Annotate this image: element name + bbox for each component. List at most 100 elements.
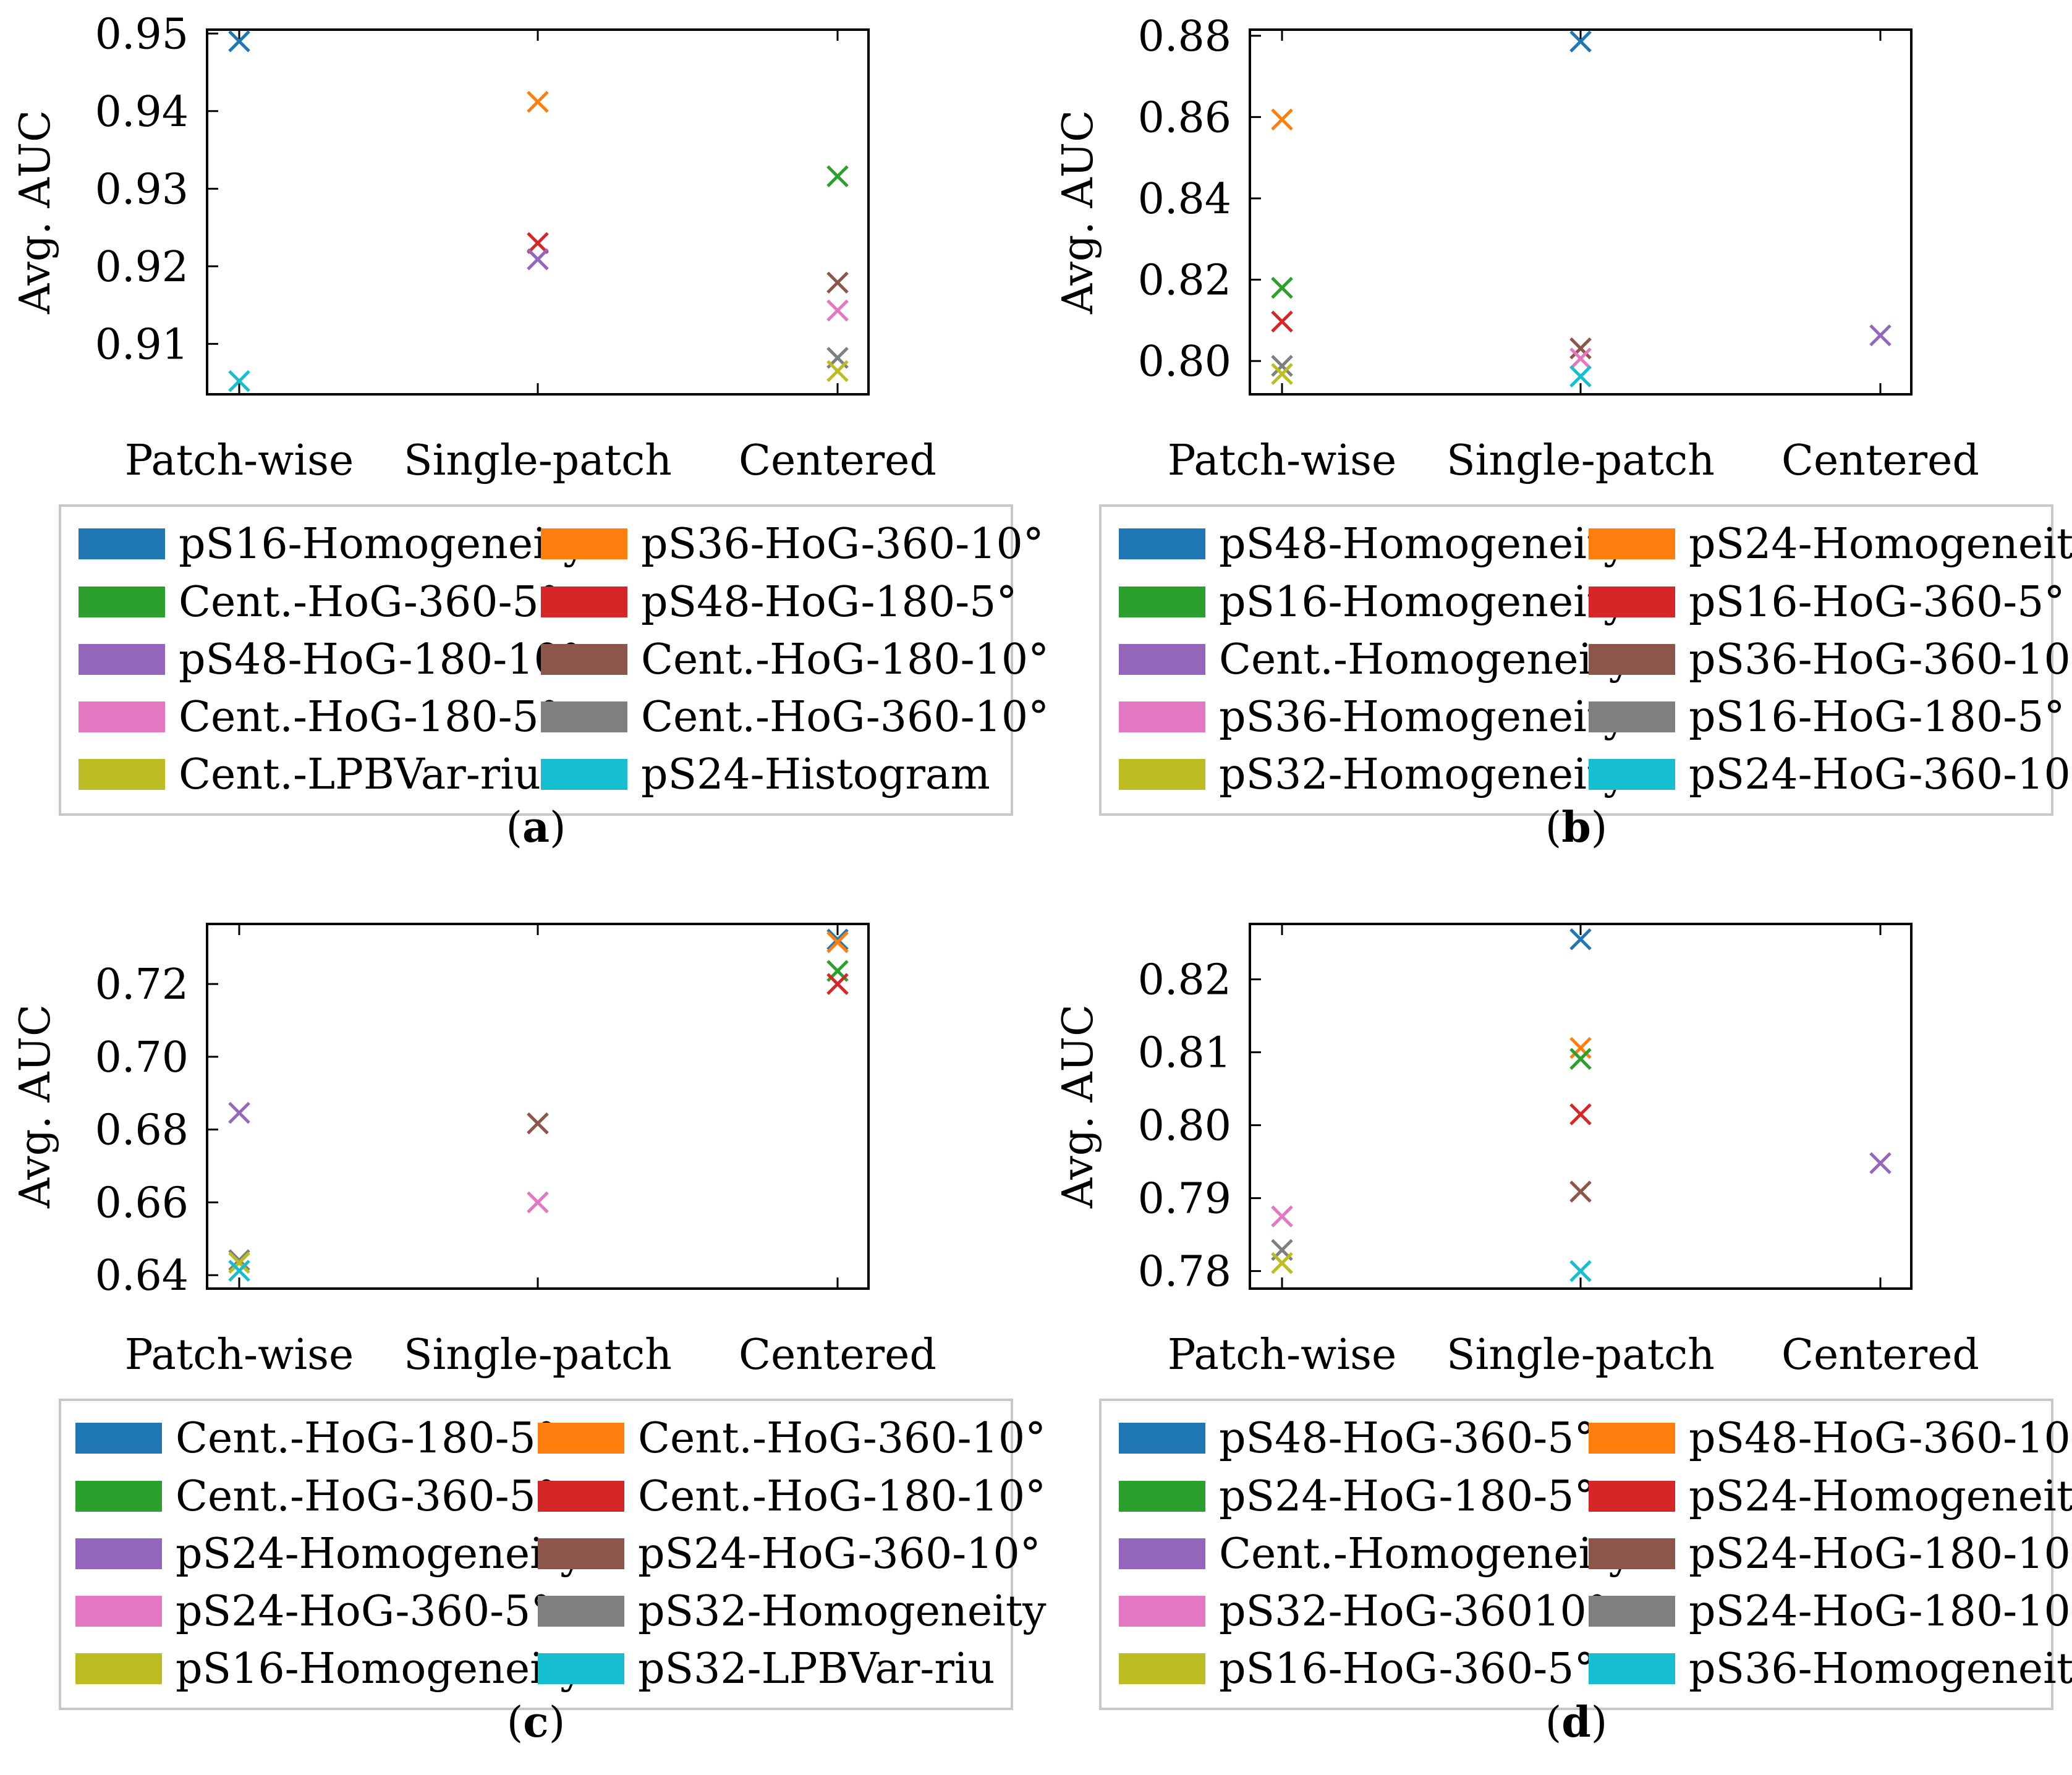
data-point <box>1271 1205 1293 1227</box>
data-point-stroke <box>1569 928 1592 951</box>
data-point-stroke <box>527 248 549 271</box>
legend-label: Cent.-Homogeneity <box>1219 635 1633 684</box>
data-point-stroke <box>228 1260 250 1282</box>
data-point-stroke <box>1271 1252 1293 1274</box>
legend-swatch <box>541 644 627 675</box>
legend-swatch <box>79 587 165 617</box>
data-point <box>228 370 250 392</box>
data-point <box>1569 30 1592 53</box>
legend-label: pS16-Homogeneity <box>176 1645 584 1693</box>
y-axis-label: Avg. AUC <box>11 1004 60 1209</box>
legend: pS48-HoG-360-5° pS48-HoG-360-10° pS24-HoG-… <box>1099 1399 2072 1710</box>
y-tick-label: 0.64 <box>95 1252 189 1300</box>
legend-label: pS24-HoG-180-10° <box>1689 1587 2072 1636</box>
data-point-stroke <box>527 232 549 254</box>
y-tick-label: 0.80 <box>1138 337 1231 386</box>
legend-swatch <box>1119 759 1205 790</box>
legend-label: pS16-Homogeneity <box>1219 578 1628 627</box>
legend-swatch <box>541 528 627 559</box>
legend-label: Cent.-HoG-360-5° <box>176 1472 557 1521</box>
legend-swatch <box>79 644 165 675</box>
panel-d: 0.78 0.79 0.80 0.81 0.82 Avg. AUC Patch-wise Si… <box>1054 923 2072 1747</box>
data-point <box>1869 1152 1892 1174</box>
legend-swatch <box>1119 644 1205 675</box>
legend-label: Cent.-HoG-180-10° <box>638 1472 1046 1521</box>
data-point <box>1569 1048 1592 1070</box>
y-tick-label: 0.95 <box>95 10 189 59</box>
legend-swatch <box>75 1538 162 1569</box>
legend-swatch <box>79 759 165 790</box>
legend-label: pS24-HoG-360-10° <box>1689 750 2072 799</box>
legend-swatch <box>1119 1653 1205 1684</box>
panel-caption: (b) <box>1545 803 1608 852</box>
y-tick-label: 0.86 <box>1138 93 1231 142</box>
legend-label: Cent.-LPBVar-riu <box>179 750 541 799</box>
x-tick-label: Patch-wise <box>125 436 354 485</box>
caption-open-paren: ( <box>1545 1698 1562 1747</box>
x-tick-label: Patch-wise <box>125 1331 354 1379</box>
legend-swatch <box>1589 1423 1675 1454</box>
plot-frame <box>1249 28 1913 396</box>
panel-caption: (a) <box>506 803 566 852</box>
legend-label: Cent.-HoG-360-10° <box>641 693 1049 742</box>
legend-label: pS32-Homogeneity <box>1219 750 1628 799</box>
caption-letter: c <box>523 1698 548 1747</box>
legend-label: pS16-Homogeneity <box>179 520 587 569</box>
data-point <box>826 360 849 383</box>
legend-swatch <box>1119 1423 1205 1454</box>
data-point-stroke <box>1869 324 1892 347</box>
legend-frame <box>1099 504 2053 816</box>
data-point <box>826 271 849 294</box>
data-point <box>527 1191 549 1214</box>
legend-label: pS24-Homogeneity <box>176 1530 584 1578</box>
panel-c: 0.64 0.66 0.68 0.70 0.72 Avg. AUC Patch-wise Si… <box>11 923 1047 1747</box>
legend-swatch <box>79 528 165 559</box>
x-tick-label: Centered <box>1781 436 1979 485</box>
x-tick-label: Single-patch <box>404 1331 672 1379</box>
data-point <box>1271 355 1293 377</box>
data-point <box>1569 1260 1592 1282</box>
data-point-stroke <box>1569 347 1592 370</box>
legend-swatch <box>1119 528 1205 559</box>
data-point-stroke <box>1569 1048 1592 1070</box>
legend-swatch <box>1589 759 1675 790</box>
data-point-stroke <box>228 370 250 392</box>
y-axis-label: Avg. AUC <box>1054 110 1103 315</box>
data-point <box>826 928 849 951</box>
y-tick-label: 0.88 <box>1138 12 1231 61</box>
data-point-stroke <box>1271 1205 1293 1227</box>
data-point <box>1271 363 1293 385</box>
data-point <box>1569 347 1592 370</box>
data-point <box>228 1101 250 1124</box>
data-point <box>826 973 849 995</box>
data-point-stroke <box>826 299 849 322</box>
data-point <box>1569 928 1592 951</box>
data-point-stroke <box>826 973 849 995</box>
legend: pS48-Homogeneity pS24-Homogeneity pS16-Hom… <box>1099 504 2072 816</box>
data-point <box>1271 310 1293 333</box>
legend-label: pS48-HoG-180-5° <box>641 578 1017 627</box>
data-point <box>826 931 849 954</box>
x-tick-label: Centered <box>739 436 936 485</box>
data-point <box>527 248 549 271</box>
x-tick-label: Patch-wise <box>1168 1331 1397 1379</box>
legend-frame <box>59 1399 1013 1710</box>
data-point-stroke <box>826 165 849 188</box>
legend-label: pS24-Histogram <box>641 750 990 799</box>
panel-a: 0.91 0.92 0.93 0.94 0.95 Avg. AUC Patch-wise Si… <box>11 10 1049 852</box>
legend-swatch <box>1119 587 1205 617</box>
data-point-stroke <box>1569 337 1592 360</box>
plot-frame <box>206 28 870 396</box>
y-tick-label: 0.78 <box>1138 1248 1231 1297</box>
data-point <box>228 1260 250 1282</box>
legend-swatch <box>1119 1596 1205 1627</box>
legend-label: pS36-Homogeneity <box>1219 693 1628 742</box>
legend-label: pS48-HoG-180-10° <box>179 635 582 684</box>
y-tick-label: 0.82 <box>1138 256 1231 305</box>
caption-close-paren: ) <box>549 1698 566 1747</box>
data-point-stroke <box>1569 1036 1592 1059</box>
data-point <box>1271 1252 1293 1274</box>
legend-swatch <box>75 1481 162 1512</box>
panel-caption: (d) <box>1545 1698 1608 1747</box>
x-tick-label: Single-patch <box>1446 1331 1715 1379</box>
